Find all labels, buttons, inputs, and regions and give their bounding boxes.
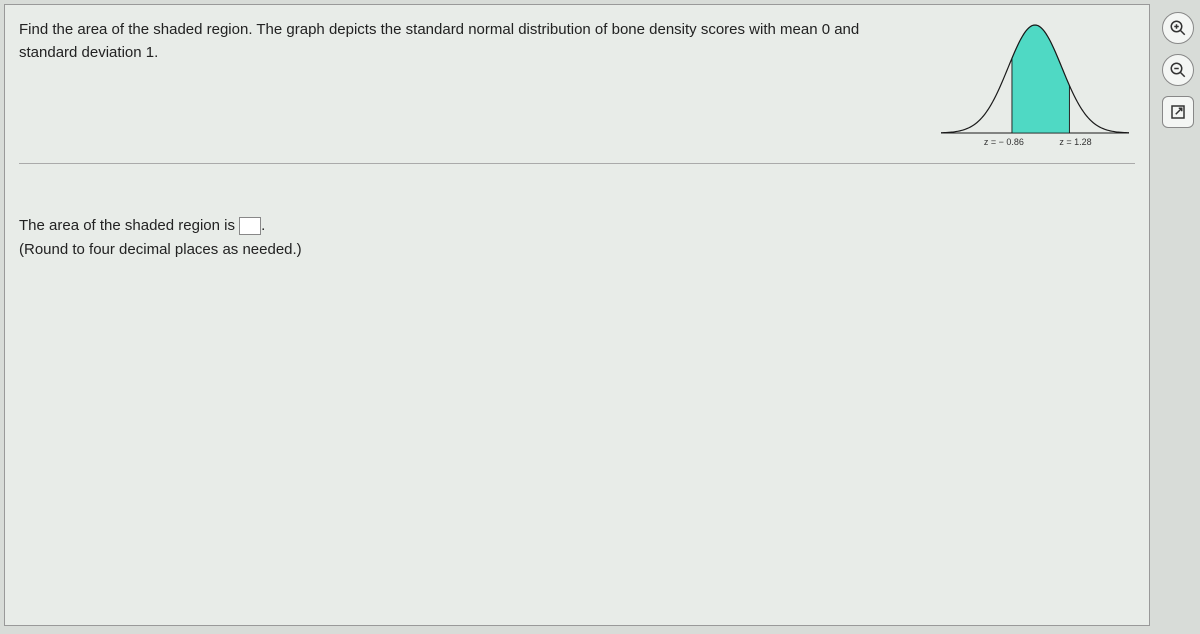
z-right-label: z = 1.28: [1059, 137, 1091, 147]
z-left-label: z = − 0.86: [984, 137, 1024, 147]
fullscreen-icon: [1169, 103, 1187, 121]
answer-section: The area of the shaded region is . (Roun…: [19, 214, 1135, 262]
zoom-in-icon: [1169, 19, 1187, 37]
side-toolbar: [1162, 12, 1194, 128]
fullscreen-button[interactable]: [1162, 96, 1194, 128]
answer-line-2: (Round to four decimal places as needed.…: [19, 238, 1135, 262]
answer-input[interactable]: [239, 217, 261, 235]
normal-curve-graph: z = − 0.86 z = 1.28: [935, 15, 1135, 155]
question-text: Find the area of the shaded region. The …: [19, 15, 915, 64]
zoom-out-icon: [1169, 61, 1187, 79]
zoom-in-button[interactable]: [1162, 12, 1194, 44]
question-row: Find the area of the shaded region. The …: [19, 15, 1135, 164]
question-panel: Find the area of the shaded region. The …: [4, 4, 1150, 626]
answer-line-1: The area of the shaded region is .: [19, 214, 1135, 238]
zoom-out-button[interactable]: [1162, 54, 1194, 86]
answer-prefix: The area of the shaded region is: [19, 217, 239, 234]
answer-suffix: .: [261, 217, 265, 234]
